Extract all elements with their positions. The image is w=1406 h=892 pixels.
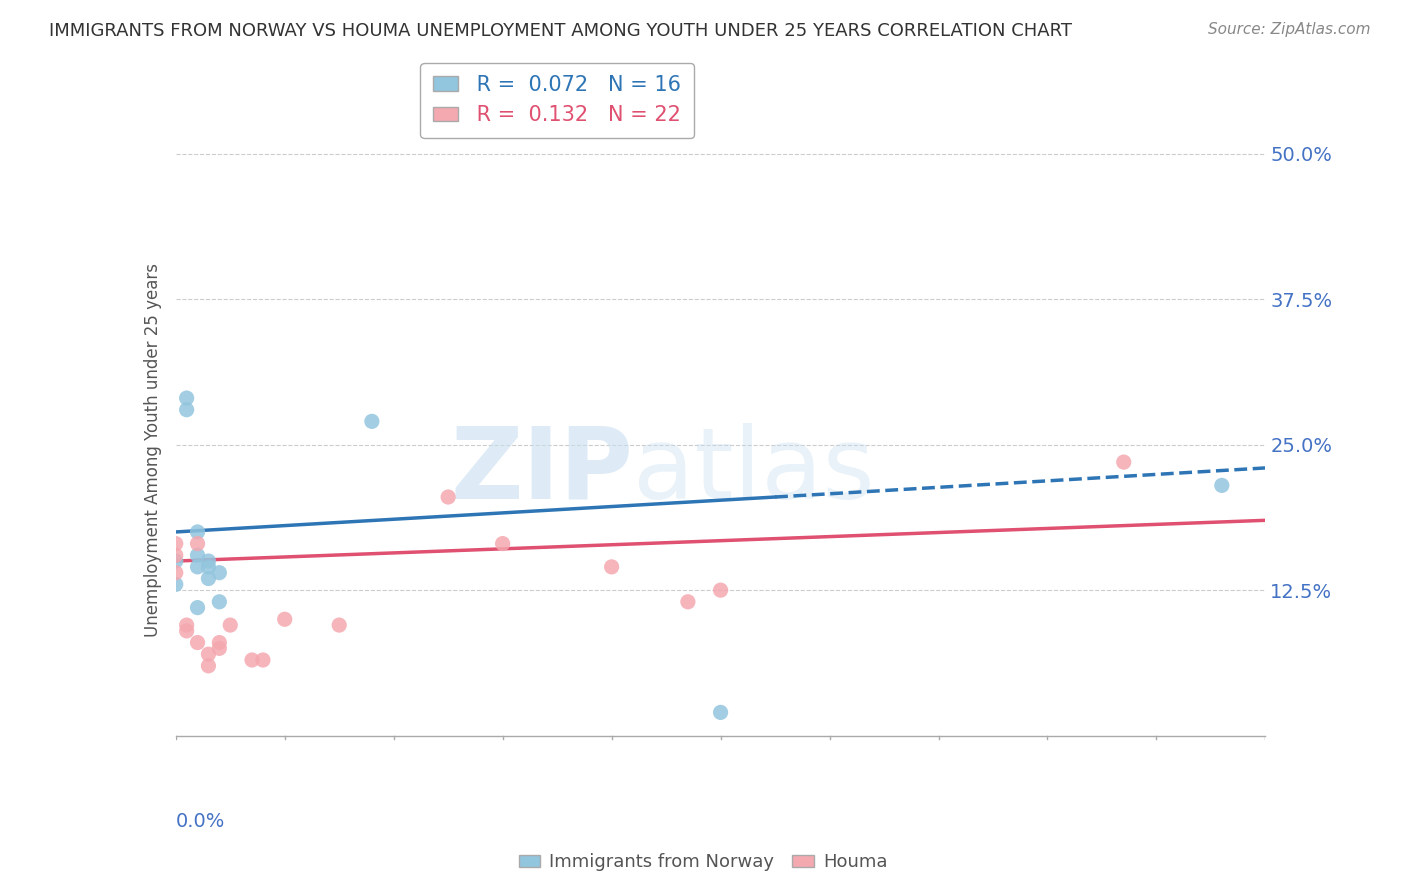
Point [208,595,231,609]
Text: IMMIGRANTS FROM NORWAY VS HOUMA UNEMPLOYMENT AMONG YOUTH UNDER 25 YEARS CORRELAT: IMMIGRANTS FROM NORWAY VS HOUMA UNEMPLOY… [49,22,1073,40]
Point [437,490,460,504]
Point [165,566,187,580]
Text: atlas: atlas [633,423,875,519]
Point [274,612,297,626]
Y-axis label: Unemployment Among Youth under 25 years: Unemployment Among Youth under 25 years [143,263,162,638]
Point [176,624,198,638]
Point [328,618,350,632]
Point [208,635,231,649]
Point [186,548,209,562]
Point [252,653,274,667]
Point [197,554,219,568]
Point [1112,455,1135,469]
Text: 0.0%: 0.0% [176,812,225,830]
Point [240,653,263,667]
Text: Source: ZipAtlas.com: Source: ZipAtlas.com [1208,22,1371,37]
Point [176,391,198,405]
Point [710,706,733,720]
Point [176,402,198,417]
Point [186,524,209,539]
Text: ZIP: ZIP [450,423,633,519]
Point [492,536,515,550]
Point [165,577,187,591]
Point [208,566,231,580]
Point [165,554,187,568]
Point [208,641,231,656]
Point [186,635,209,649]
Point [219,618,242,632]
Point [197,572,219,586]
Legend: Immigrants from Norway, Houma: Immigrants from Norway, Houma [512,847,894,879]
Point [710,583,733,598]
Point [186,600,209,615]
Point [600,560,623,574]
Point [360,414,382,428]
Legend:  R =  0.072   N = 16,  R =  0.132   N = 22: R = 0.072 N = 16, R = 0.132 N = 22 [420,62,695,138]
Point [186,560,209,574]
Point [165,536,187,550]
Point [197,647,219,661]
Point [197,560,219,574]
Point [197,658,219,673]
Point [165,548,187,562]
Point [1211,478,1233,492]
Point [176,618,198,632]
Point [186,536,209,550]
Point [676,595,699,609]
